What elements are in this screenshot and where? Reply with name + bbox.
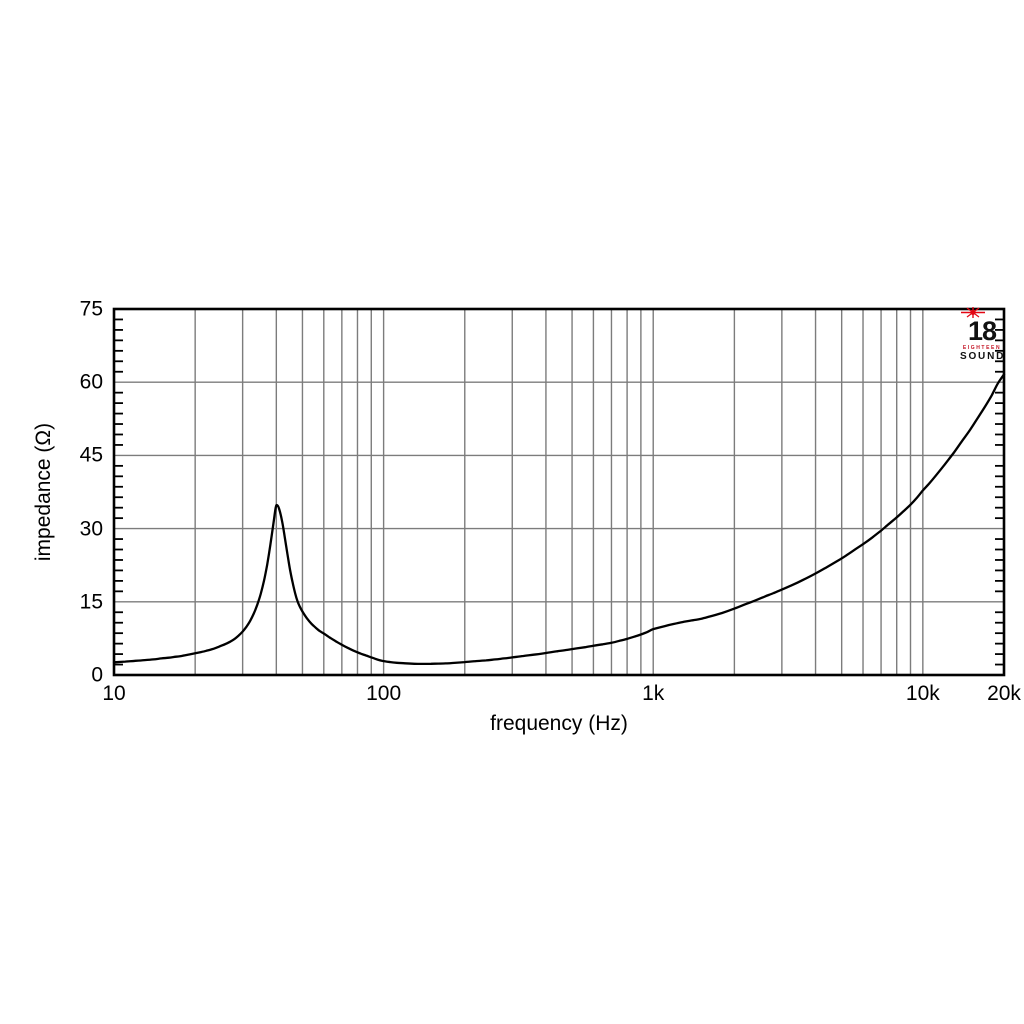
- y-tick-label-60: 60: [79, 370, 103, 394]
- impedance-curve: [112, 373, 1006, 666]
- logo-number: 18: [967, 316, 997, 346]
- x-tick-label-1k: 1k: [642, 682, 665, 705]
- x-tick-label-20k: 20k: [987, 682, 1021, 705]
- y-tick-label-45: 45: [79, 443, 103, 467]
- y-axis-title: impedance (Ω): [32, 422, 55, 562]
- y-tick-label-30: 30: [79, 517, 103, 541]
- y-tick-label-75: 75: [79, 297, 103, 321]
- y-tick-label-15: 15: [79, 590, 103, 614]
- x-tick-label-10: 10: [102, 682, 126, 705]
- starburst-icon: [960, 306, 1004, 319]
- logo-word-eighteen: EIGHTEEN: [962, 345, 1002, 351]
- logo-word-sound: SOUND: [960, 351, 1006, 362]
- plot-border: [112, 307, 1006, 677]
- y-tick-label-0: 0: [91, 663, 103, 687]
- brand-logo: 18 EIGHTEEN SOUND: [960, 306, 1004, 362]
- x-tick-label-100: 100: [366, 682, 402, 705]
- x-axis-title: frequency (Hz): [490, 712, 628, 735]
- x-tick-label-10k: 10k: [905, 682, 940, 705]
